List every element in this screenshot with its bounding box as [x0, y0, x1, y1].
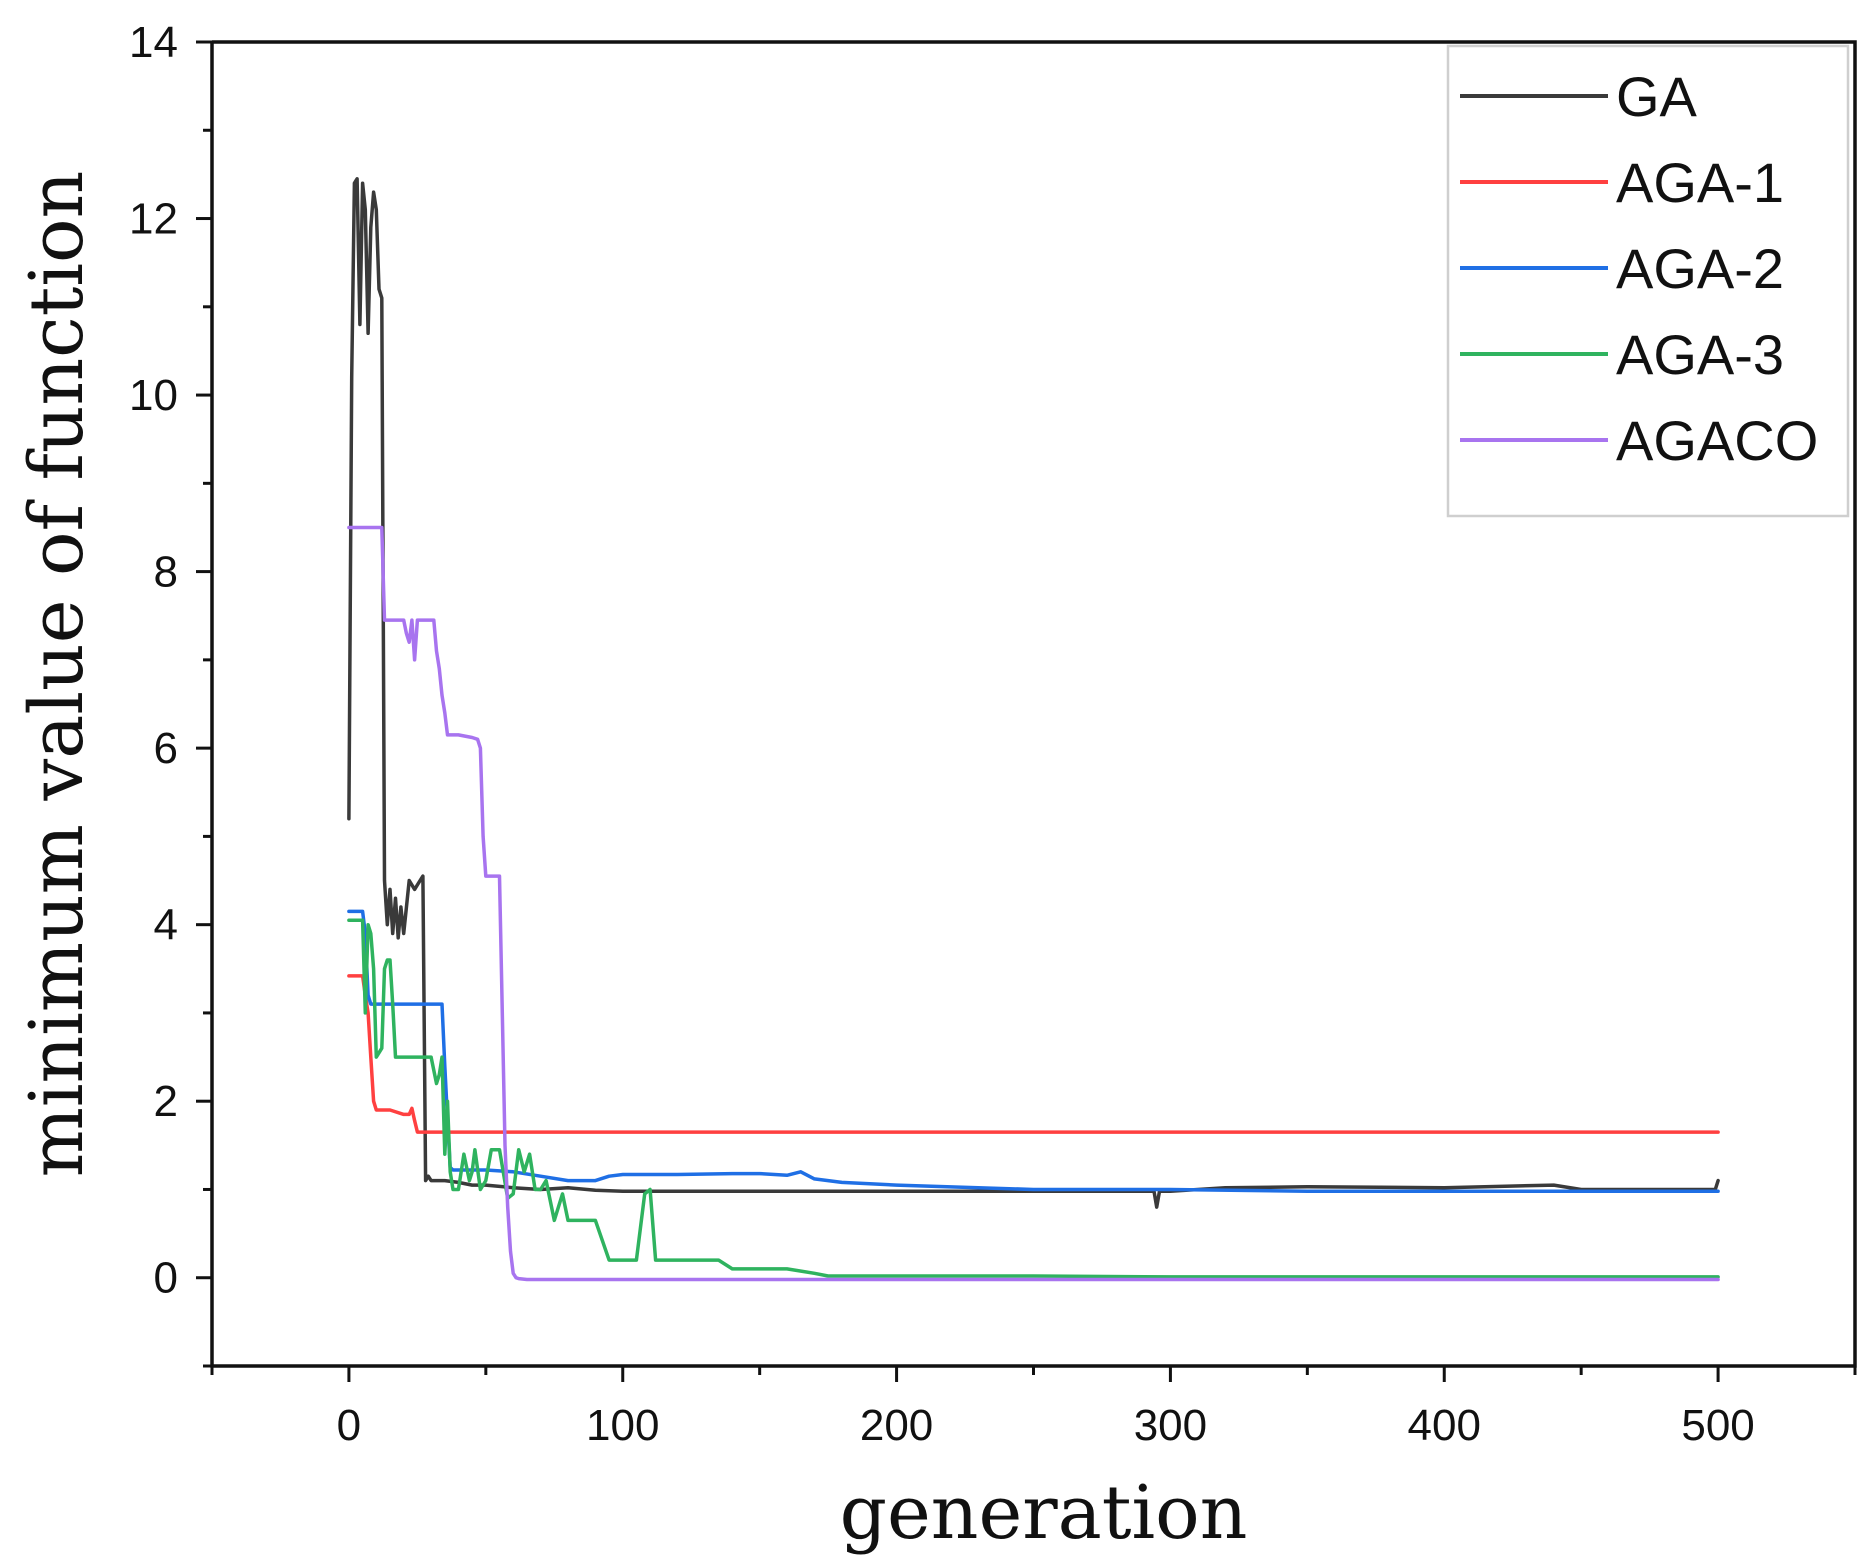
x-tick-label: 0 — [337, 1401, 361, 1450]
legend-label: AGACO — [1616, 409, 1818, 472]
x-axis-title: generation — [840, 1470, 1248, 1556]
y-axis-title: minimum value of function — [14, 171, 100, 1177]
legend-label: AGA-1 — [1616, 151, 1784, 214]
legend-box — [1446, 44, 1850, 518]
x-tick-label: 100 — [586, 1401, 659, 1450]
legend-label: GA — [1616, 65, 1698, 128]
legend-label: AGA-3 — [1616, 323, 1784, 386]
legend-item-aga-3: AGA-3 — [1460, 323, 1784, 386]
legend-label: AGA-2 — [1616, 237, 1784, 300]
legend-item-aga-2: AGA-2 — [1460, 237, 1784, 300]
ticks-layer: 0 100 200 300 400 500 0 2 4 6 8 10 12 14 — [129, 18, 1857, 1450]
legend-item-aga-1: AGA-1 — [1460, 151, 1784, 214]
series-layer — [347, 177, 1720, 1282]
x-tick-label: 400 — [1408, 1401, 1481, 1450]
x-tick-label: 200 — [860, 1401, 933, 1450]
series-line-aga-2 — [347, 909, 1720, 1193]
y-tick-label: 6 — [154, 724, 178, 773]
series-line-aga-3 — [347, 918, 1720, 1279]
y-tick-label: 2 — [154, 1077, 178, 1126]
legend-item-agaco: AGACO — [1460, 409, 1818, 472]
x-tick-label: 300 — [1134, 1401, 1207, 1450]
x-tick-label: 500 — [1681, 1401, 1754, 1450]
series-line-aga-1 — [347, 974, 1720, 1134]
y-tick-label: 0 — [154, 1254, 178, 1303]
y-tick-label: 14 — [129, 18, 178, 67]
legend: GA AGA-1 AGA-2 AGA-3 AGACO — [1446, 44, 1850, 518]
legend-item-ga: GA — [1460, 65, 1698, 128]
y-tick-label: 4 — [154, 901, 178, 950]
legend-items: GA AGA-1 AGA-2 AGA-3 AGACO — [1460, 65, 1818, 472]
series-line-agaco — [347, 525, 1720, 1282]
y-tick-label: 10 — [129, 371, 178, 420]
y-tick-label: 12 — [129, 195, 178, 244]
y-tick-label: 8 — [154, 548, 178, 597]
